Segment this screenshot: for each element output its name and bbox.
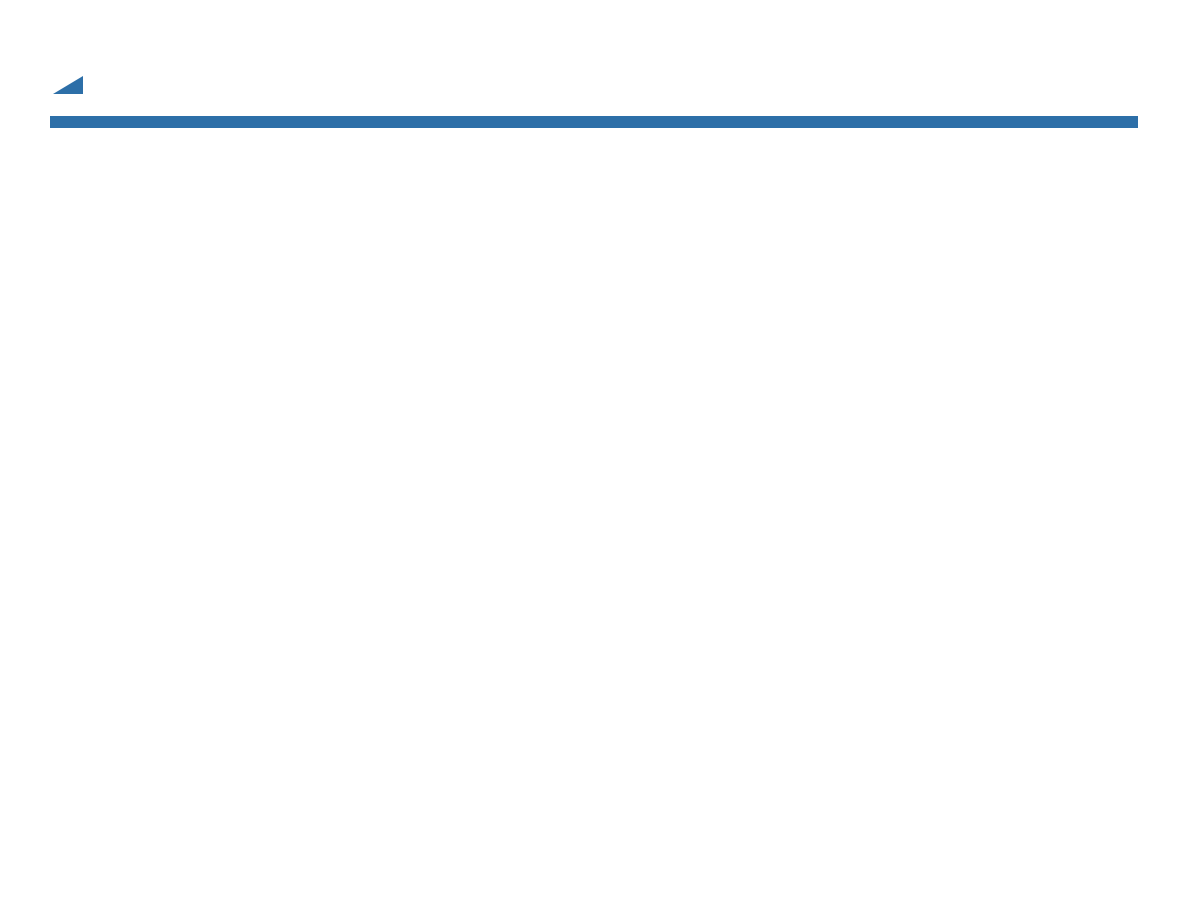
- day-header: [50, 116, 205, 128]
- day-header: [361, 116, 516, 128]
- logo-line1: [50, 70, 83, 100]
- day-header: [827, 116, 982, 128]
- calendar-table: [50, 116, 1138, 128]
- day-header: [672, 116, 827, 128]
- day-header: [983, 116, 1138, 128]
- day-header: [205, 116, 360, 128]
- header: [50, 40, 1138, 98]
- logo-triangle-icon: [53, 70, 83, 100]
- day-header-row: [50, 116, 1138, 128]
- day-header: [516, 116, 671, 128]
- logo: [50, 40, 135, 98]
